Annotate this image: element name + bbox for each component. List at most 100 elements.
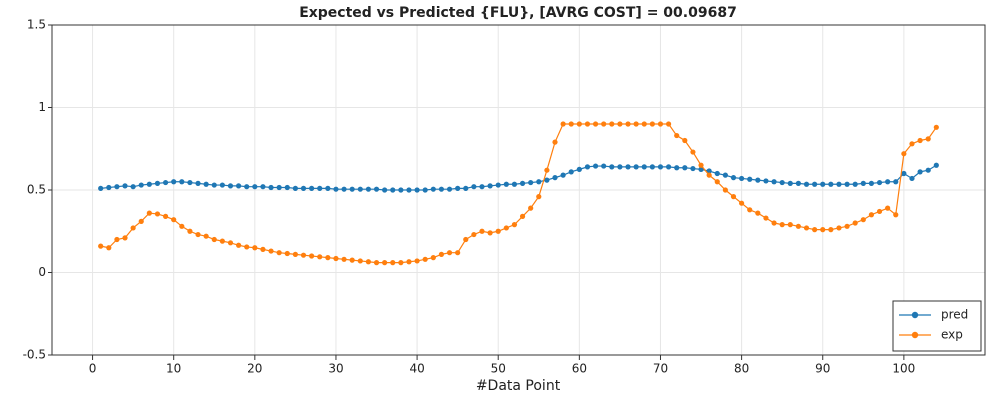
legend-marker — [911, 311, 919, 319]
data-point — [576, 121, 582, 127]
data-point — [763, 178, 769, 184]
data-point — [122, 183, 128, 189]
data-point — [357, 258, 363, 264]
data-point — [284, 250, 290, 257]
data-point — [195, 180, 201, 186]
data-point — [844, 223, 850, 229]
data-point — [925, 167, 931, 173]
legend-box — [892, 300, 982, 352]
data-point — [511, 181, 518, 187]
data-point — [828, 181, 834, 187]
data-point — [795, 223, 802, 229]
data-point — [414, 187, 420, 193]
data-point — [828, 227, 834, 233]
data-point — [730, 194, 737, 200]
data-point — [739, 200, 745, 206]
data-point — [430, 186, 436, 192]
data-point — [511, 222, 518, 228]
data-point — [925, 136, 931, 142]
data-point — [114, 184, 120, 190]
data-point — [333, 255, 339, 262]
data-point — [633, 164, 639, 170]
data-point — [876, 179, 883, 186]
data-point — [609, 164, 615, 170]
data-point — [893, 212, 899, 218]
plot-frame — [51, 24, 986, 356]
data-point — [852, 181, 858, 187]
data-point — [179, 179, 185, 185]
data-point — [552, 175, 558, 181]
data-point — [260, 246, 266, 252]
data-point — [244, 244, 250, 250]
data-point — [422, 187, 428, 193]
data-point — [187, 179, 193, 186]
y-tick-label: 0.5 — [27, 183, 46, 197]
data-point — [714, 170, 720, 177]
legend-label: exp — [941, 328, 963, 342]
data-point — [803, 181, 810, 187]
x-tick-label: 100 — [892, 362, 915, 376]
data-point — [860, 217, 866, 223]
data-point — [463, 236, 469, 243]
data-point — [309, 185, 315, 191]
data-point — [722, 172, 728, 178]
data-point — [455, 185, 461, 191]
data-point — [836, 225, 842, 231]
data-point — [422, 256, 428, 262]
data-point — [317, 254, 323, 260]
data-point — [203, 233, 209, 239]
x-tick-label: 10 — [166, 362, 181, 376]
data-point — [601, 163, 607, 169]
data-point — [779, 222, 785, 228]
data-point — [438, 251, 445, 257]
data-point — [552, 139, 558, 145]
chart-title: Expected vs Predicted {FLU}, [AVRG COST]… — [299, 5, 737, 21]
data-point — [722, 187, 728, 193]
data-point — [568, 169, 574, 175]
data-point — [917, 137, 923, 144]
data-point — [479, 184, 485, 190]
data-point — [357, 186, 363, 192]
data-point — [325, 255, 331, 261]
x-tick-label: 20 — [247, 362, 262, 376]
data-point — [325, 185, 331, 191]
data-point — [106, 184, 112, 191]
data-point — [479, 228, 485, 234]
data-point — [309, 253, 315, 259]
data-point — [195, 231, 201, 238]
data-point — [398, 187, 404, 193]
data-point — [690, 165, 696, 172]
data-point — [803, 225, 810, 231]
data-point — [227, 183, 234, 189]
data-point — [162, 179, 169, 186]
data-point — [714, 179, 720, 185]
data-point — [154, 211, 161, 217]
data-point — [528, 205, 534, 211]
data-point — [171, 217, 177, 223]
x-tick-label: 30 — [328, 362, 343, 376]
data-point — [763, 215, 769, 221]
data-point — [495, 182, 501, 188]
data-point — [584, 164, 591, 170]
data-point — [519, 180, 526, 186]
data-point — [519, 213, 526, 219]
data-point — [268, 184, 274, 191]
data-point — [584, 121, 591, 127]
data-point — [406, 259, 412, 265]
data-point — [284, 184, 290, 191]
legend: pred exp — [892, 300, 982, 352]
data-point — [909, 141, 915, 147]
data-point — [617, 121, 623, 127]
data-point — [682, 165, 688, 171]
data-point — [933, 124, 939, 130]
data-point — [373, 186, 380, 192]
data-point — [455, 250, 461, 256]
data-point — [536, 179, 542, 185]
data-point — [560, 172, 566, 178]
data-point — [739, 175, 745, 182]
data-point — [812, 227, 818, 233]
data-point — [236, 183, 242, 189]
data-point — [471, 231, 477, 238]
x-tick-label: 50 — [491, 362, 506, 376]
